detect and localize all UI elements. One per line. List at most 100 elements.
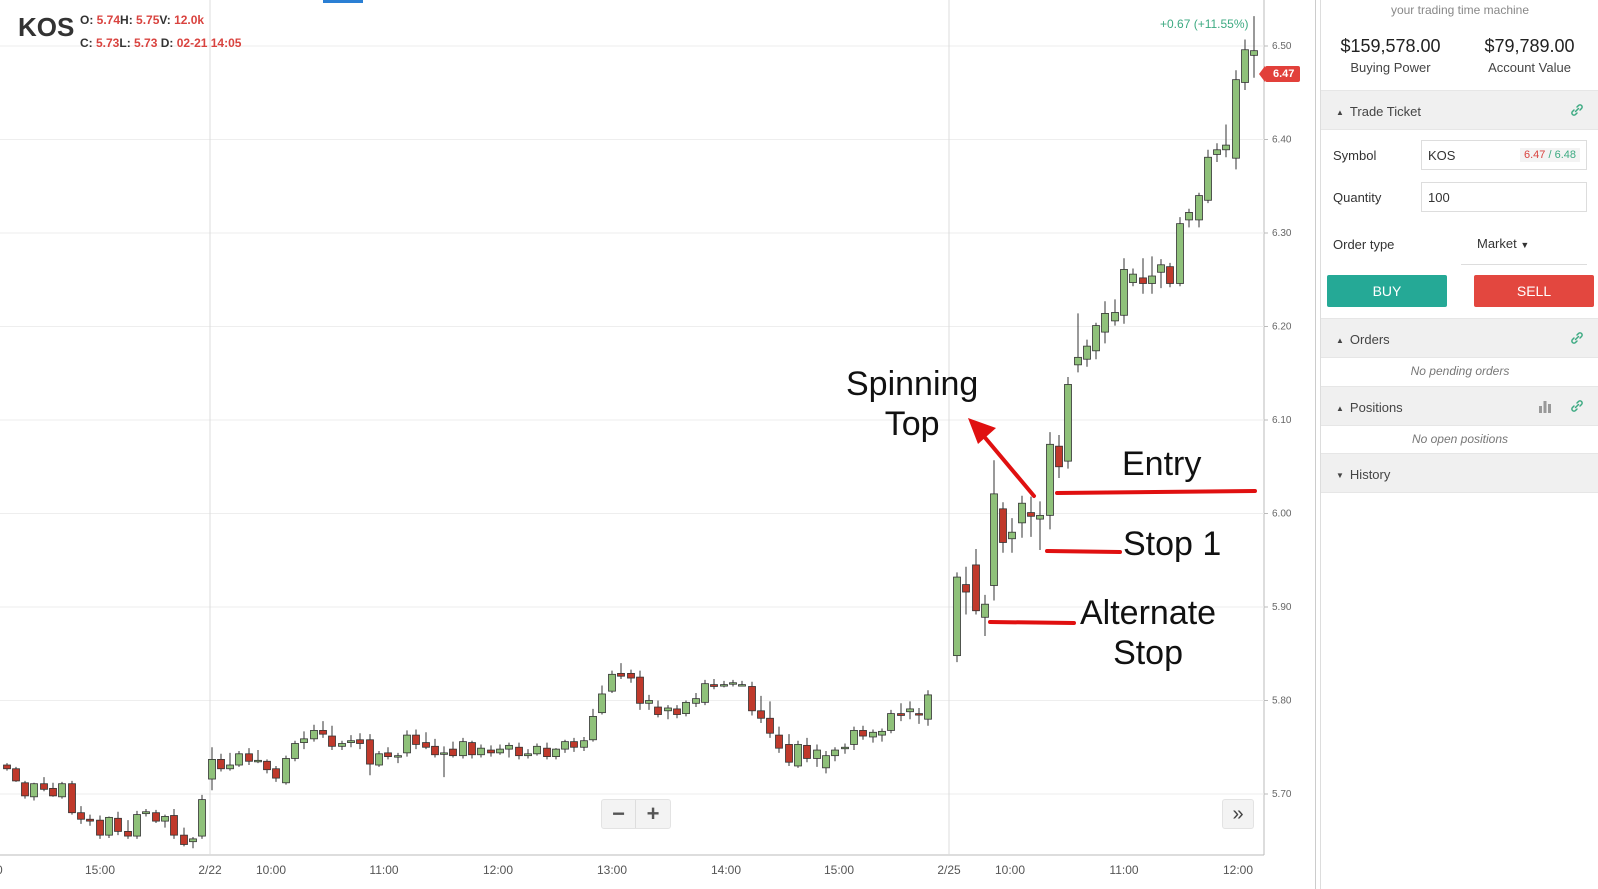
candle-up <box>841 746 849 750</box>
candle-up <box>58 783 66 798</box>
chart-symbol: KOS <box>18 12 75 42</box>
candle-up <box>692 698 700 704</box>
y-tick-label: 6.50 <box>1272 41 1292 52</box>
quantity-input[interactable]: 100 <box>1421 182 1587 212</box>
candle-up <box>254 759 262 763</box>
x-tick-label: 10:00 <box>995 863 1025 877</box>
order-type-underline <box>1461 264 1587 265</box>
zoom-out-button[interactable]: − <box>602 800 637 828</box>
orders-label: Orders <box>1349 332 1390 347</box>
candle-up <box>133 814 141 837</box>
positions-title: ▲ Positions <box>1336 400 1403 415</box>
high-value: 5.75 <box>136 13 160 27</box>
candle-down <box>654 706 662 715</box>
bid-price: 6.47 <box>1523 149 1546 161</box>
account-value-label: Account Value <box>1488 60 1571 75</box>
trade-ticket-header[interactable]: ▲ Trade Ticket <box>1321 90 1598 130</box>
candle-up <box>30 783 38 798</box>
candle-up <box>1213 149 1221 155</box>
candle-up <box>1120 269 1128 316</box>
link-icon[interactable] <box>1569 102 1585 118</box>
candle-up <box>869 731 877 738</box>
candle-down <box>859 730 867 737</box>
orders-empty-message: No pending orders <box>1410 364 1510 378</box>
price-chart[interactable]: 6.50 6.40 6.30 6.20 6.10 6.00 5.90 5.80 5.70 15:0… <box>0 0 1316 889</box>
candle-up <box>347 740 355 743</box>
x-tick-label: 14:00 <box>711 863 741 877</box>
y-tick-label: 6.40 <box>1272 135 1292 146</box>
candle-down <box>124 831 132 837</box>
candle-up <box>1204 156 1212 201</box>
candle-up <box>1074 356 1082 366</box>
x-tick-label: 2/22 <box>198 863 222 877</box>
candle-up <box>198 799 206 837</box>
candle-down <box>412 734 420 745</box>
alternate-stop-line <box>988 620 1076 625</box>
history-header[interactable]: ▼ History <box>1321 453 1598 493</box>
bar-chart-icon[interactable] <box>1537 398 1553 414</box>
buy-button[interactable]: BUY <box>1327 275 1447 307</box>
candle-up <box>580 740 588 748</box>
positions-header[interactable]: ▲ Positions <box>1321 386 1598 426</box>
candle-down <box>21 782 29 797</box>
positions-empty-message: No open positions <box>1411 432 1509 446</box>
candle-down <box>152 812 160 822</box>
candle-up <box>394 755 402 758</box>
candlestick-chart[interactable]: 6.50 6.40 6.30 6.20 6.10 6.00 5.90 5.80 5.70 15:0… <box>0 0 1316 889</box>
order-type-value: Market <box>1477 236 1517 251</box>
ohlc-row-1: O: 5.74H: 5.75V: 12.0k <box>80 13 205 27</box>
candle-up <box>729 682 737 685</box>
candle-up <box>1018 502 1026 524</box>
stop-1-line <box>1045 549 1122 554</box>
quantity-label: Quantity <box>1333 190 1382 205</box>
candle-up <box>720 684 728 687</box>
candle-down <box>217 759 225 770</box>
candle-up <box>906 708 914 713</box>
volume-value: 12.0k <box>174 13 205 27</box>
candle-down <box>272 768 280 779</box>
link-icon[interactable] <box>1569 398 1585 414</box>
collapse-up-icon: ▲ <box>1336 404 1344 413</box>
trade-ticket-title: ▲ Trade Ticket <box>1336 104 1421 119</box>
symbol-input[interactable]: KOS 6.47 / 6.48 <box>1421 140 1587 170</box>
candle-down <box>748 686 756 712</box>
candle-up <box>682 701 690 714</box>
candle-up <box>282 758 290 784</box>
candle-down <box>1027 512 1035 517</box>
candle-up <box>477 747 485 756</box>
scroll-to-latest-button[interactable]: » <box>1222 799 1254 829</box>
orders-header[interactable]: ▲ Orders <box>1321 318 1598 358</box>
symbol-label: Symbol <box>1333 148 1377 163</box>
spinning-top-arrow-head <box>968 418 996 444</box>
link-icon[interactable] <box>1569 330 1585 346</box>
candle-down <box>636 676 644 704</box>
candle-up <box>822 755 830 769</box>
zoom-in-button[interactable]: + <box>646 801 660 826</box>
candle-up <box>1185 212 1193 221</box>
candle-up <box>1241 49 1249 83</box>
candle-down <box>803 744 811 759</box>
sell-button[interactable]: SELL <box>1474 275 1594 307</box>
candle-up <box>189 838 197 843</box>
y-tick-label: 6.00 <box>1272 509 1292 520</box>
candle-down <box>263 760 271 771</box>
candle-down <box>49 787 57 797</box>
candle-down <box>114 817 122 832</box>
x-tick-label-partial: 0 <box>0 863 3 877</box>
order-type-select[interactable]: Market ▼ <box>1477 236 1529 251</box>
candle-up <box>1101 313 1109 333</box>
candle-up <box>813 749 821 759</box>
buying-power: $159,578.00 Buying Power <box>1321 36 1460 75</box>
order-type-label: Order type <box>1333 237 1395 252</box>
candle-up <box>981 603 989 618</box>
candle-up <box>440 752 448 755</box>
open-value: 5.74 <box>96 13 121 27</box>
candle-down <box>40 783 48 790</box>
candle-up <box>208 759 216 780</box>
candle-down <box>570 741 578 748</box>
candle-down <box>673 708 681 715</box>
trade-ticket-label: Trade Ticket <box>1349 104 1421 119</box>
annotation-alternate-stop-line1: Alternate <box>1080 594 1217 632</box>
candle-down <box>12 768 20 782</box>
x-tick-label: 2/25 <box>937 863 961 877</box>
